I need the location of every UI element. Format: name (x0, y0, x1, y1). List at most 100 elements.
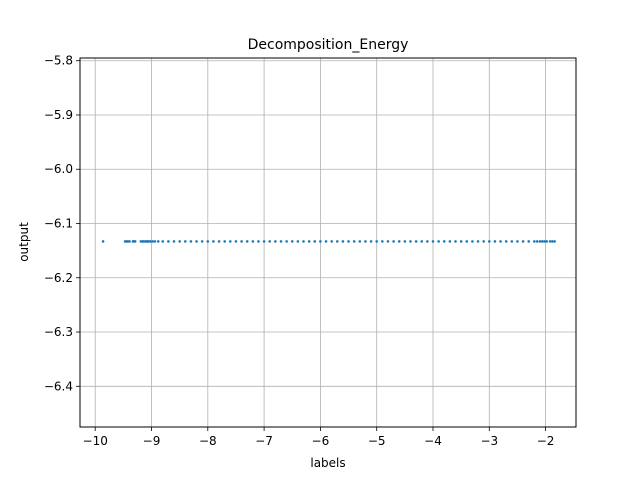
scatter-point (545, 240, 549, 243)
scatter-point (543, 240, 546, 243)
scatter-point (200, 240, 204, 243)
x-tick-label: −9 (143, 434, 161, 448)
scatter-point (551, 240, 554, 243)
scatter-point (128, 240, 131, 243)
y-tick-label: −6.3 (44, 325, 73, 339)
x-tick-label: −4 (424, 434, 442, 448)
x-axis-ticks: −10 −9 −8 −7 −6 −5 −4 −3 −2 (83, 427, 555, 448)
scatter-point (521, 240, 525, 243)
scatter-point (101, 240, 105, 243)
scatter-point (206, 240, 210, 243)
scatter-point (178, 240, 181, 243)
scatter-point (448, 240, 452, 243)
y-tick-label: −6.0 (44, 162, 73, 176)
scatter-point (431, 240, 435, 243)
scatter-point (516, 240, 519, 243)
scatter-point (330, 240, 333, 243)
scatter-point (527, 240, 531, 243)
scatter-point (420, 240, 424, 243)
x-tick-label: −7 (255, 434, 273, 448)
scatter-point (414, 240, 418, 243)
scatter-point (167, 240, 170, 243)
scatter-point (229, 240, 232, 243)
scatter-point (465, 240, 469, 243)
scatter-point (296, 240, 300, 243)
scatter-point (149, 240, 152, 243)
scatter-point (234, 240, 238, 243)
scatter-point (251, 240, 255, 243)
scatter-point (538, 240, 542, 243)
scatter-point (217, 240, 221, 243)
scatter-point (212, 240, 215, 243)
x-tick-label: −10 (83, 434, 108, 448)
scatter-point (153, 240, 157, 243)
scatter-point (341, 240, 345, 243)
scatter-point (151, 240, 154, 243)
scatter-point (324, 240, 328, 243)
scatter-point (133, 240, 137, 243)
scatter-point (437, 240, 440, 243)
scatter-point (302, 240, 305, 243)
scatter-point (290, 240, 294, 243)
scatter-point (487, 240, 491, 243)
scatter-point (189, 240, 193, 243)
scatter-point (381, 240, 384, 243)
x-tick-label: −3 (480, 434, 498, 448)
scatter-point (386, 240, 390, 243)
scatter-point (285, 240, 288, 243)
scatter-point (454, 240, 457, 243)
y-tick-label: −5.9 (44, 108, 73, 122)
scatter-point (482, 240, 485, 243)
scatter-point (442, 240, 446, 243)
scatter-point (262, 240, 266, 243)
x-tick-label: −6 (312, 434, 330, 448)
scatter-point (369, 240, 373, 243)
y-axis-label: output (17, 222, 31, 262)
scatter-point (279, 240, 283, 243)
scatter-point (245, 240, 249, 243)
chart-title: Decomposition_Energy (248, 37, 409, 53)
scatter-point (358, 240, 362, 243)
scatter-point (240, 240, 243, 243)
y-axis-ticks: −5.8 −5.9 −6.0 −6.1 −6.2 −6.3 −6.4 (44, 54, 80, 393)
y-tick-label: −5.8 (44, 54, 73, 68)
scatter-point (553, 240, 556, 243)
scatter-point (319, 240, 322, 243)
scatter-point (493, 240, 497, 243)
x-axis-label: labels (310, 456, 345, 470)
scatter-point (535, 240, 539, 243)
scatter-point (533, 240, 536, 243)
scatter-point (510, 240, 514, 243)
x-tick-label: −2 (537, 434, 555, 448)
scatter-point (540, 240, 544, 243)
x-tick-label: −5 (368, 434, 386, 448)
scatter-point (409, 240, 412, 243)
scatter-point (504, 240, 508, 243)
scatter-point (499, 240, 502, 243)
scatter-point (397, 240, 401, 243)
scatter-point (172, 240, 176, 243)
scatter-point (347, 240, 350, 243)
scatter-point (257, 240, 260, 243)
scatter-point (156, 240, 160, 243)
scatter-point (183, 240, 187, 243)
scatter-point (195, 240, 198, 243)
scatter-point (352, 240, 356, 243)
scatter-point (403, 240, 407, 243)
scatter-point (161, 240, 165, 243)
scatter-point (392, 240, 395, 243)
x-tick-label: −8 (199, 434, 217, 448)
scatter-point (335, 240, 339, 243)
scatter-point (307, 240, 311, 243)
scatter-point (223, 240, 226, 243)
scatter-point (548, 240, 552, 243)
y-tick-label: −6.2 (44, 271, 73, 285)
scatter-point (268, 240, 272, 243)
scatter-point (426, 240, 429, 243)
scatter-point (476, 240, 480, 243)
scatter-point (313, 240, 317, 243)
scatter-point (459, 240, 463, 243)
data-points (101, 240, 556, 243)
scatter-point (274, 240, 277, 243)
